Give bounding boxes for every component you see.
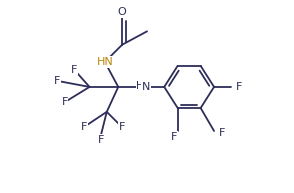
Text: F: F <box>119 122 125 132</box>
Text: F: F <box>81 122 87 132</box>
Text: F: F <box>61 97 68 107</box>
Text: N: N <box>142 82 150 92</box>
Text: O: O <box>118 7 126 17</box>
Text: HN: HN <box>96 57 113 67</box>
Text: F: F <box>236 82 242 92</box>
Text: H: H <box>136 81 144 91</box>
Text: F: F <box>218 128 225 138</box>
Text: F: F <box>171 132 177 142</box>
Text: F: F <box>54 76 60 86</box>
Text: F: F <box>71 65 77 75</box>
Text: F: F <box>98 135 104 145</box>
